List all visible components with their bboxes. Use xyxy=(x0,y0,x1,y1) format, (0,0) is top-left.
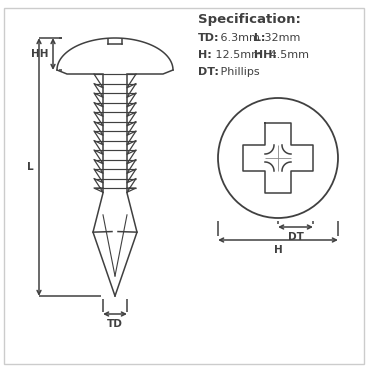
Text: 32mm: 32mm xyxy=(261,33,300,43)
Text: DT:: DT: xyxy=(198,67,219,77)
Text: TD:: TD: xyxy=(198,33,219,43)
Text: 12.5mm: 12.5mm xyxy=(212,50,262,60)
Text: L: L xyxy=(27,162,34,172)
Text: DT: DT xyxy=(287,232,304,242)
Text: TD: TD xyxy=(107,319,123,329)
Text: 6.3mm: 6.3mm xyxy=(217,33,260,43)
Text: HH:: HH: xyxy=(250,50,277,60)
Text: 4.5mm: 4.5mm xyxy=(266,50,309,60)
Text: Phillips: Phillips xyxy=(217,67,260,77)
Text: H: H xyxy=(274,245,282,255)
Text: HH: HH xyxy=(31,49,48,59)
Text: L:: L: xyxy=(250,33,265,43)
Text: Specification:: Specification: xyxy=(198,13,301,26)
Text: H:: H: xyxy=(198,50,212,60)
